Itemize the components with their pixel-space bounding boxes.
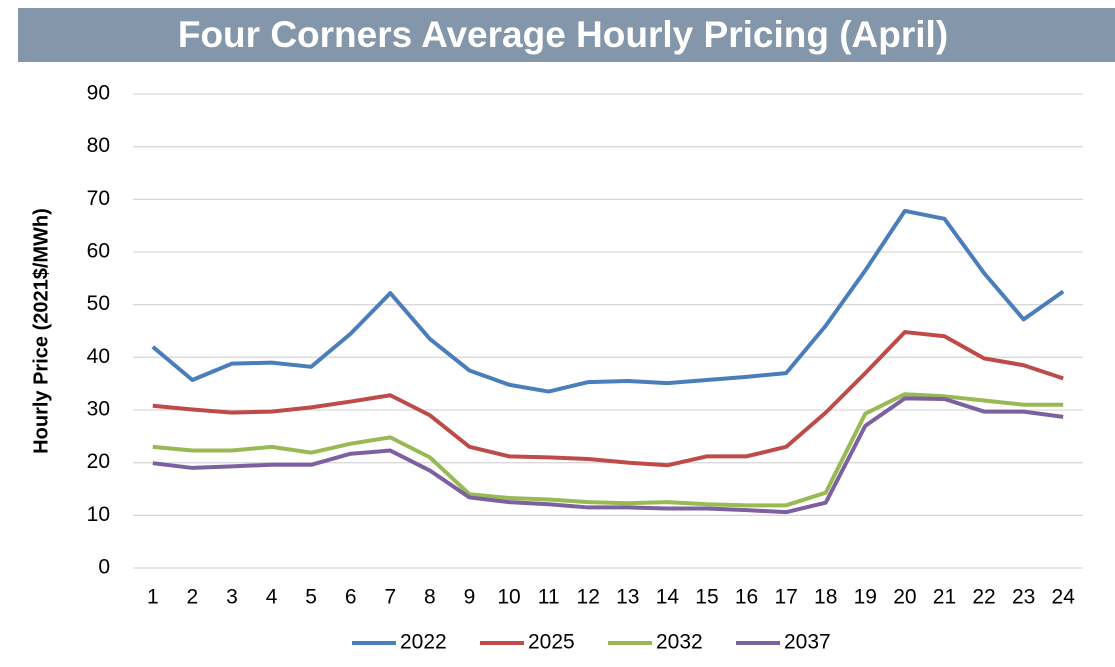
y-tick-label: 70 bbox=[87, 187, 110, 210]
x-tick-label: 10 bbox=[497, 586, 520, 609]
x-tick-label: 12 bbox=[577, 586, 600, 609]
x-tick-label: 19 bbox=[854, 586, 877, 609]
chart-title: Four Corners Average Hourly Pricing (Apr… bbox=[178, 14, 948, 55]
x-tick-label: 20 bbox=[893, 586, 916, 609]
x-tick-label: 23 bbox=[1012, 586, 1035, 609]
x-tick-label: 2 bbox=[187, 586, 199, 609]
x-tick-label: 4 bbox=[266, 586, 278, 609]
y-tick-label: 90 bbox=[87, 82, 110, 105]
y-tick-label: 50 bbox=[87, 292, 110, 315]
x-tick-label: 6 bbox=[345, 586, 357, 609]
series-line bbox=[152, 396, 1064, 515]
title-banner bbox=[18, 8, 1115, 62]
series-line bbox=[152, 392, 1064, 508]
legend-label: 2037 bbox=[784, 631, 831, 654]
x-tick-label: 3 bbox=[226, 586, 238, 609]
x-tick-label: 7 bbox=[384, 586, 396, 609]
y-tick-label: 60 bbox=[87, 240, 110, 263]
x-tick-label: 14 bbox=[656, 586, 680, 609]
x-tick-label: 5 bbox=[305, 586, 317, 609]
y-tick-label: 10 bbox=[87, 503, 110, 526]
x-tick-label: 1 bbox=[147, 586, 159, 609]
y-axis-label: Hourly Price (2021$/MWh) bbox=[30, 208, 52, 454]
x-tick-label: 22 bbox=[972, 586, 995, 609]
y-tick-label: 0 bbox=[98, 556, 110, 579]
x-tick-label: 17 bbox=[774, 586, 797, 609]
x-tick-label: 13 bbox=[616, 586, 639, 609]
x-tick-label: 15 bbox=[695, 586, 718, 609]
x-tick-label: 18 bbox=[814, 586, 837, 609]
legend-label: 2032 bbox=[656, 631, 703, 654]
x-tick-label: 11 bbox=[538, 586, 560, 609]
series-line bbox=[151, 208, 1065, 394]
legend-label: 2025 bbox=[528, 631, 575, 654]
y-tick-label: 40 bbox=[87, 345, 110, 368]
y-tick-label: 20 bbox=[87, 450, 110, 473]
x-tick-label: 24 bbox=[1052, 586, 1076, 609]
x-tick-label: 16 bbox=[735, 586, 758, 609]
series-line bbox=[152, 330, 1064, 468]
y-tick-label: 80 bbox=[87, 134, 110, 157]
x-tick-label: 8 bbox=[424, 586, 436, 609]
x-tick-label: 9 bbox=[464, 586, 476, 609]
x-tick-label: 21 bbox=[933, 586, 956, 609]
legend-label: 2022 bbox=[400, 631, 447, 654]
y-tick-label: 30 bbox=[87, 398, 110, 421]
